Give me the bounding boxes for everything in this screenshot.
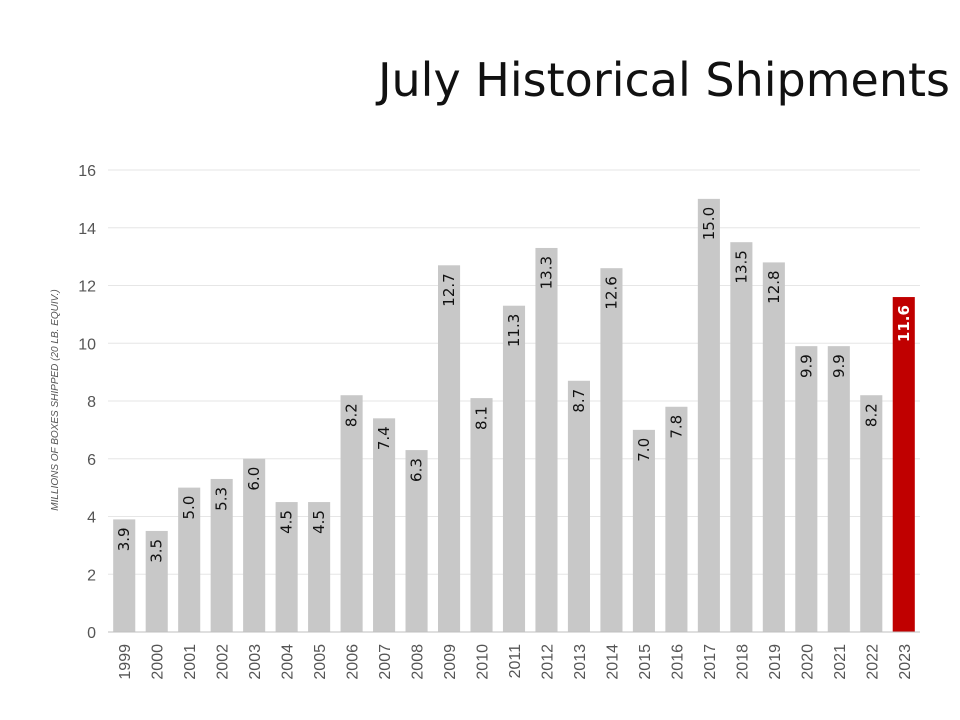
x-tick-label-2006: 2006: [345, 644, 362, 680]
bar-2021: [827, 346, 850, 632]
x-tick-label-2013: 2013: [572, 644, 589, 680]
x-tick-label-2003: 2003: [247, 644, 264, 680]
x-tick-label-2004: 2004: [280, 644, 297, 680]
x-tick-label-2000: 2000: [150, 644, 167, 680]
bars: [113, 198, 915, 632]
x-tick-label-2017: 2017: [702, 644, 719, 680]
data-label-2000: 3.5: [148, 539, 166, 563]
y-axis-label: MILLIONS OF BOXES SHIPPED (20 LB. EQUIV.…: [50, 289, 61, 510]
y-axis-ticks: 0 2 4 6 8 10 12 14 16: [78, 163, 96, 642]
x-tick-label-2022: 2022: [864, 644, 881, 680]
data-label-2022: 8.2: [862, 403, 880, 427]
x-tick-label-2020: 2020: [799, 644, 816, 680]
bar-1999: [113, 519, 136, 632]
y-tick-label: 2: [87, 567, 96, 584]
chart-title: July Historical Shipments: [375, 53, 950, 107]
data-label-2003: 6.0: [245, 467, 263, 491]
x-tick-label-2002: 2002: [215, 644, 232, 680]
x-tick-label-2023: 2023: [897, 644, 914, 680]
data-label-2007: 7.4: [375, 426, 393, 450]
data-label-2016: 7.8: [667, 415, 685, 439]
data-label-2001: 5.0: [180, 496, 198, 520]
y-tick-label: 12: [78, 279, 96, 296]
bar-2010: [470, 398, 493, 632]
y-tick-label: 6: [87, 452, 96, 469]
y-tick-label: 4: [87, 510, 96, 527]
y-tick-label: 14: [78, 221, 96, 238]
data-label-2023: 11.6: [895, 305, 913, 342]
bar-2018: [730, 242, 753, 632]
x-tick-label-2008: 2008: [410, 644, 427, 680]
data-label-2021: 9.9: [830, 354, 848, 378]
bar-2017: [697, 198, 720, 632]
x-tick-label-2015: 2015: [637, 644, 654, 680]
data-label-2018: 13.5: [732, 250, 750, 283]
bar-2016: [665, 406, 688, 632]
bar-2015: [632, 429, 655, 632]
x-tick-label-2007: 2007: [377, 644, 394, 680]
data-label-2012: 13.3: [537, 256, 555, 289]
bar-2014: [600, 268, 623, 632]
bar-2004: [275, 502, 298, 632]
bar-2008: [405, 450, 428, 632]
x-tick-label-2021: 2021: [832, 644, 849, 680]
data-label-2002: 5.3: [213, 487, 231, 511]
y-tick-label: 16: [78, 163, 96, 180]
data-label-2015: 7.0: [635, 438, 653, 462]
data-label-2005: 4.5: [310, 510, 328, 534]
x-tick-label-2010: 2010: [475, 644, 492, 680]
bar-2002: [210, 478, 233, 632]
data-label-2019: 12.8: [765, 270, 783, 303]
bar-2020: [795, 346, 818, 632]
x-tick-label-2005: 2005: [312, 644, 329, 680]
data-label-2008: 6.3: [408, 458, 426, 482]
y-tick-label: 8: [87, 394, 96, 411]
data-label-2011: 11.3: [505, 314, 523, 347]
data-label-2013: 8.7: [570, 389, 588, 413]
data-label-2009: 12.7: [440, 273, 458, 306]
bar-2011: [502, 305, 526, 632]
y-tick-label: 0: [87, 625, 96, 642]
data-label-2014: 12.6: [602, 276, 620, 309]
bar-2000: [145, 530, 168, 632]
x-tick-label-2012: 2012: [539, 644, 556, 680]
x-tick-label-2016: 2016: [669, 644, 686, 680]
x-tick-label-2009: 2009: [442, 644, 459, 680]
bar-2023: [892, 297, 915, 632]
x-tick-label-2011: 2011: [507, 644, 524, 679]
x-axis-ticks: 1999 2000 2001 2002 2003 2004 2005 2006 2007 2008…: [117, 644, 914, 680]
x-tick-label-1999: 1999: [117, 644, 134, 680]
data-label-2004: 4.5: [278, 510, 296, 534]
bar-2006: [340, 395, 363, 632]
bar-2019: [762, 262, 785, 632]
y-tick-label: 10: [78, 336, 96, 353]
data-label-2020: 9.9: [797, 354, 815, 378]
bar-2005: [308, 502, 331, 632]
data-label-1999: 3.9: [115, 527, 133, 551]
x-tick-label-2019: 2019: [767, 644, 784, 680]
bar-2003: [243, 458, 266, 632]
data-label-2017: 15.0: [700, 207, 718, 240]
bar-2007: [373, 418, 396, 632]
bar-2013: [567, 380, 591, 632]
data-label-2006: 8.2: [343, 403, 361, 427]
bar-2009: [437, 265, 461, 632]
bar-2012: [535, 247, 558, 632]
x-tick-label-2001: 2001: [182, 644, 199, 680]
x-tick-label-2018: 2018: [734, 644, 751, 680]
x-tick-label-2014: 2014: [604, 644, 621, 680]
data-label-2010: 8.1: [473, 406, 491, 430]
data-labels: 3.9 3.5 5.0 5.3 6.0 4.5 4.5 8.2 7.4 6.3 12.7 8.1 11.…: [115, 207, 913, 563]
bar-2022: [860, 395, 883, 632]
bar-2001: [178, 487, 201, 632]
